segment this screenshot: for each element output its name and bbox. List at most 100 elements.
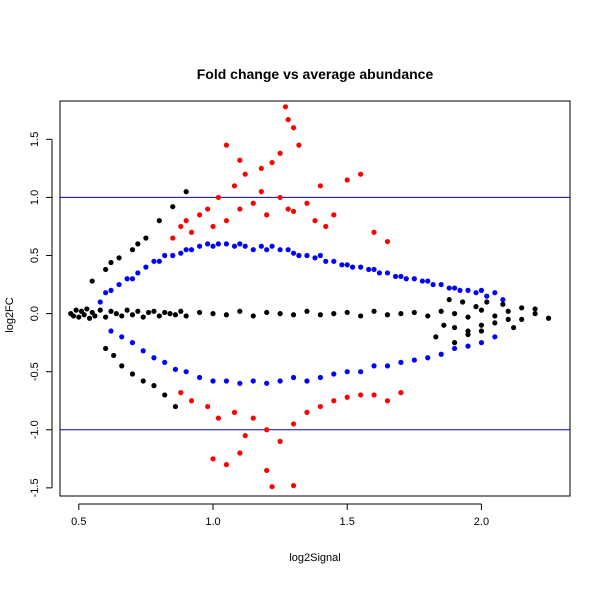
data-point [264,467,270,474]
data-point [196,309,203,316]
data-point [156,313,162,319]
data-point [103,290,109,296]
data-point [425,278,431,284]
data-point [505,316,511,323]
data-point [451,311,458,317]
x-axis-label: log2Signal [289,552,340,564]
data-point [170,235,176,241]
x-tick-label: 1.5 [340,516,355,528]
data-point [433,334,439,340]
data-point [178,308,184,314]
data-point [188,398,195,404]
data-point [97,307,103,313]
data-point [285,247,291,253]
data-point [451,324,458,331]
data-point [172,312,179,318]
x-axis: 0.5 1.0 1.5 2.0 [71,503,489,528]
data-point [258,243,264,249]
data-point [384,238,391,245]
data-point [97,299,103,305]
data-point [285,206,291,212]
data-point [465,343,471,349]
data-point [277,311,283,317]
data-point [277,438,283,444]
data-point [446,285,452,291]
data-point [237,308,243,314]
data-point [398,390,404,396]
data-point [304,308,310,314]
data-point [250,415,256,421]
reference-lines [60,196,570,431]
data-point [358,264,364,270]
data-point [135,308,141,314]
data-point [205,403,211,410]
data-point [304,252,310,259]
data-point [210,378,216,384]
data-point [108,328,114,334]
data-point [425,355,431,361]
data-point [505,308,511,314]
data-point [113,311,119,317]
data-point [108,287,114,293]
data-point [317,183,323,189]
data-point [162,359,168,365]
data-point [317,403,323,410]
data-point [492,320,498,326]
data-point [532,311,538,317]
data-point [296,252,302,259]
data-point [282,104,289,110]
data-point [242,243,248,249]
y-tick-label: 0.5 [29,248,41,263]
data-point [116,255,122,261]
data-point [140,378,146,384]
data-point [384,398,391,404]
data-point [290,125,297,131]
data-point [223,142,230,148]
x-tick-label: 1.0 [205,516,220,528]
data-point [143,264,149,270]
data-point [500,301,506,307]
data-point [223,312,230,318]
data-point [140,314,146,320]
data-point [196,374,203,381]
data-point [215,415,221,421]
data-point [398,311,404,317]
data-point [344,394,350,400]
data-point [231,243,238,249]
data-point [492,313,498,319]
data-point [258,165,264,171]
data-point [290,208,297,214]
data-point [344,309,350,316]
data-point [237,380,243,386]
data-point [223,462,230,468]
data-point [392,273,399,280]
data-point [492,334,498,340]
y-tick-label: -0.5 [29,362,41,381]
data-point [484,293,490,299]
data-point [167,311,173,317]
data-point [460,299,466,305]
data-point [384,363,391,369]
data-point [290,482,297,489]
data-point [519,305,525,311]
data-point [317,374,323,381]
data-point [264,380,270,386]
data-point [135,241,141,247]
data-point [162,309,168,316]
data-point [296,142,302,148]
data-point [478,328,485,334]
data-point [441,322,447,328]
data-point [70,313,77,319]
data-point [304,378,310,384]
data-point [323,258,329,264]
data-point [411,357,417,363]
data-point [119,313,125,319]
data-point [438,308,444,314]
data-point [331,311,337,317]
data-point [484,299,490,305]
data-point [215,241,221,247]
data-point [196,243,203,249]
data-point [451,340,458,346]
data-point [129,276,136,282]
